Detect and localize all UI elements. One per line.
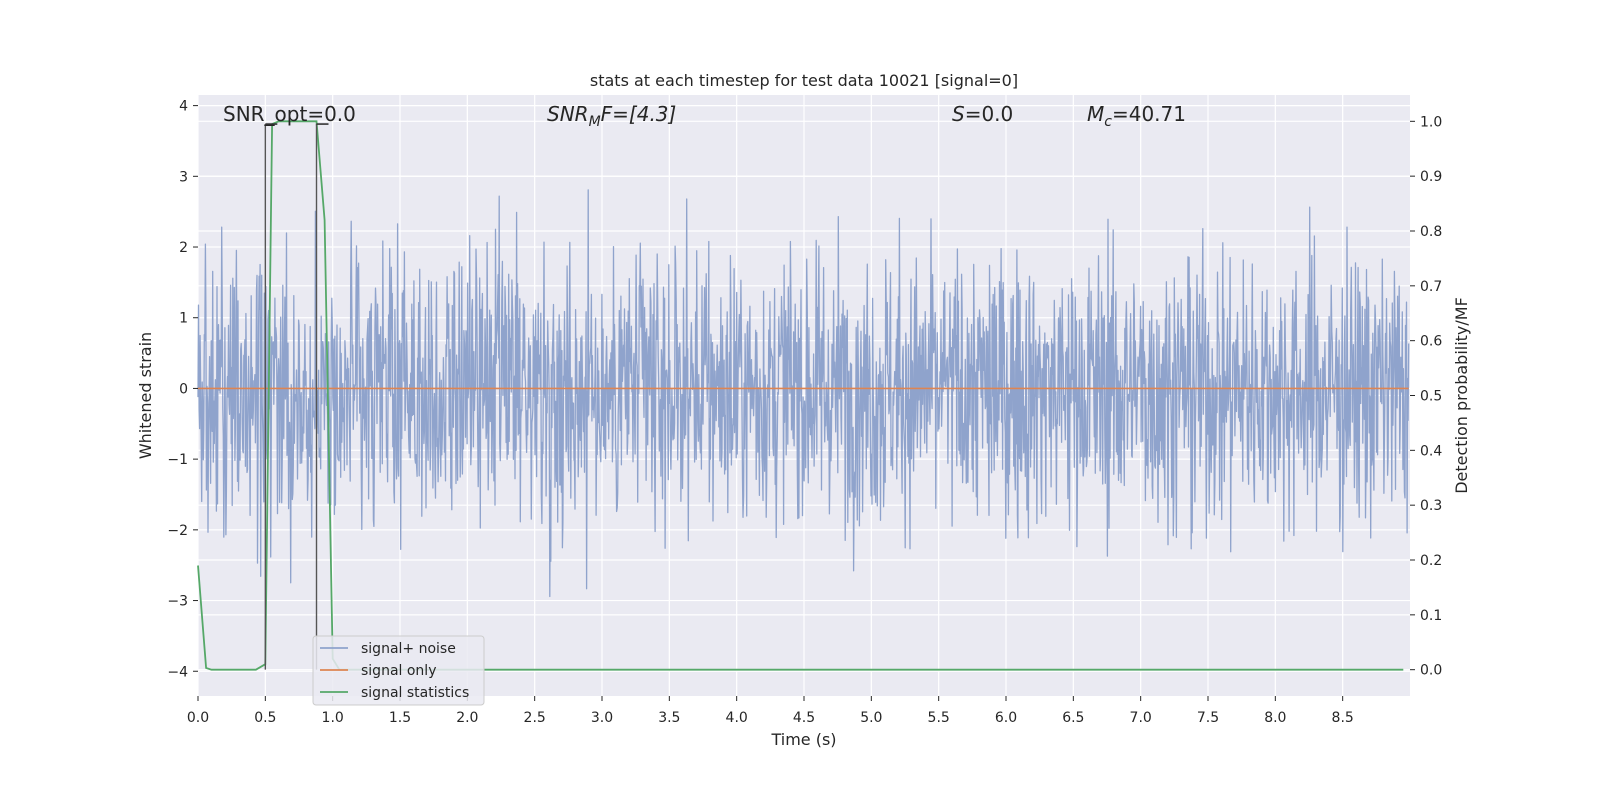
y-tick-label: 1 bbox=[179, 311, 188, 327]
y-tick-label: 3 bbox=[179, 169, 188, 185]
x-tick-label: 7.0 bbox=[1130, 710, 1152, 726]
x-tick-label: 6.0 bbox=[995, 710, 1017, 726]
y2-tick-label: 0.1 bbox=[1420, 608, 1442, 624]
y-tick-label: 0 bbox=[179, 381, 188, 397]
chart-title: stats at each timestep for test data 100… bbox=[590, 71, 1018, 90]
x-tick-label: 2.5 bbox=[524, 710, 546, 726]
legend-box bbox=[312, 635, 485, 706]
legend-label-signal-noise: signal+ noise bbox=[361, 641, 456, 657]
annotation-mc: Mc=40.71 bbox=[1087, 102, 1186, 130]
y-tick-label: −1 bbox=[167, 452, 188, 468]
grid-lines bbox=[197, 95, 1410, 696]
y-axis-label: Whitened strain bbox=[136, 332, 155, 459]
y-tick-label: 4 bbox=[179, 99, 188, 115]
x-tick-label: 8.0 bbox=[1264, 710, 1286, 726]
x-tick-label: 4.5 bbox=[793, 710, 815, 726]
y2-tick-label: 1.0 bbox=[1420, 114, 1442, 130]
y2-tick-label: 0.9 bbox=[1420, 169, 1442, 185]
x-tick-label: 7.5 bbox=[1197, 710, 1219, 726]
x-tick-label: 0.0 bbox=[187, 710, 209, 726]
legend-label-signal-only: signal only bbox=[361, 663, 436, 679]
y2-tick-label: 0.0 bbox=[1420, 663, 1442, 679]
y2-tick-label: 0.7 bbox=[1420, 279, 1442, 295]
x-tick-label: 3.0 bbox=[591, 710, 613, 726]
annotation-snr-mf-main: SNR bbox=[547, 102, 589, 126]
detection-markers bbox=[264, 123, 329, 670]
y2-tick-label: 0.5 bbox=[1420, 389, 1442, 405]
x-tick-label: 6.5 bbox=[1062, 710, 1084, 726]
annotation-snr-mf: SNRMF=[4.3] bbox=[547, 102, 676, 130]
x-tick-label: 3.5 bbox=[658, 710, 680, 726]
x-tick-label: 8.5 bbox=[1332, 710, 1354, 726]
annotation-snr-mf-sub: M bbox=[589, 114, 601, 130]
annotation-s-rest: =0.0 bbox=[965, 102, 1014, 126]
annotation-s: S=0.0 bbox=[952, 102, 1013, 126]
annotation-mc-rest: =40.71 bbox=[1112, 102, 1186, 126]
y2-tick-label: 0.6 bbox=[1420, 334, 1442, 350]
x-tick-label: 0.5 bbox=[254, 710, 276, 726]
series-line-signal-noise bbox=[197, 189, 1410, 598]
annotation-snr-opt: SNR_opt=0.0 bbox=[223, 102, 356, 126]
x-tick-label: 4.0 bbox=[726, 710, 748, 726]
series-signal-noise bbox=[197, 189, 1410, 598]
y2-tick-label: 0.4 bbox=[1420, 443, 1442, 459]
annotation-mc-sub: c bbox=[1104, 114, 1112, 130]
x-tick-label: 1.0 bbox=[322, 710, 344, 726]
annotation-mc-main: M bbox=[1087, 102, 1104, 126]
x-tick-label: 5.5 bbox=[928, 710, 950, 726]
legend: signal+ noise signal only signal statist… bbox=[312, 635, 485, 706]
y-tick-label: −3 bbox=[167, 594, 188, 610]
y2-tick-label: 0.3 bbox=[1420, 498, 1442, 514]
series-signal-statistics bbox=[197, 120, 1404, 671]
x-tick-label: 1.5 bbox=[389, 710, 411, 726]
y2-tick-label: 0.8 bbox=[1420, 224, 1442, 240]
annotations: SNR_opt=0.0 SNRMF=[4.3] S=0.0 Mc=40.71 bbox=[223, 102, 1186, 130]
axes: 0.0 0.5 1.0 1.5 2.0 2.5 3.0 3.5 4.0 4.5 5.0 5.5 6.0 6… bbox=[167, 99, 1442, 726]
series-line-signal-statistics bbox=[197, 120, 1404, 671]
x-axis-label: Time (s) bbox=[770, 730, 836, 749]
y-tick-label: −2 bbox=[167, 523, 188, 539]
x-tick-label: 5.0 bbox=[860, 710, 882, 726]
y-tick-label: 2 bbox=[179, 240, 188, 256]
x-tick-label: 2.0 bbox=[456, 710, 478, 726]
y-tick-label: −4 bbox=[167, 664, 188, 680]
y2-tick-label: 0.2 bbox=[1420, 553, 1442, 569]
annotation-s-main: S bbox=[952, 102, 965, 126]
legend-label-signal-statistics: signal statistics bbox=[361, 685, 469, 701]
annotation-snr-mf-rest: F=[4.3] bbox=[601, 102, 677, 126]
y2-axis-label: Detection probability/MF bbox=[1452, 297, 1471, 494]
